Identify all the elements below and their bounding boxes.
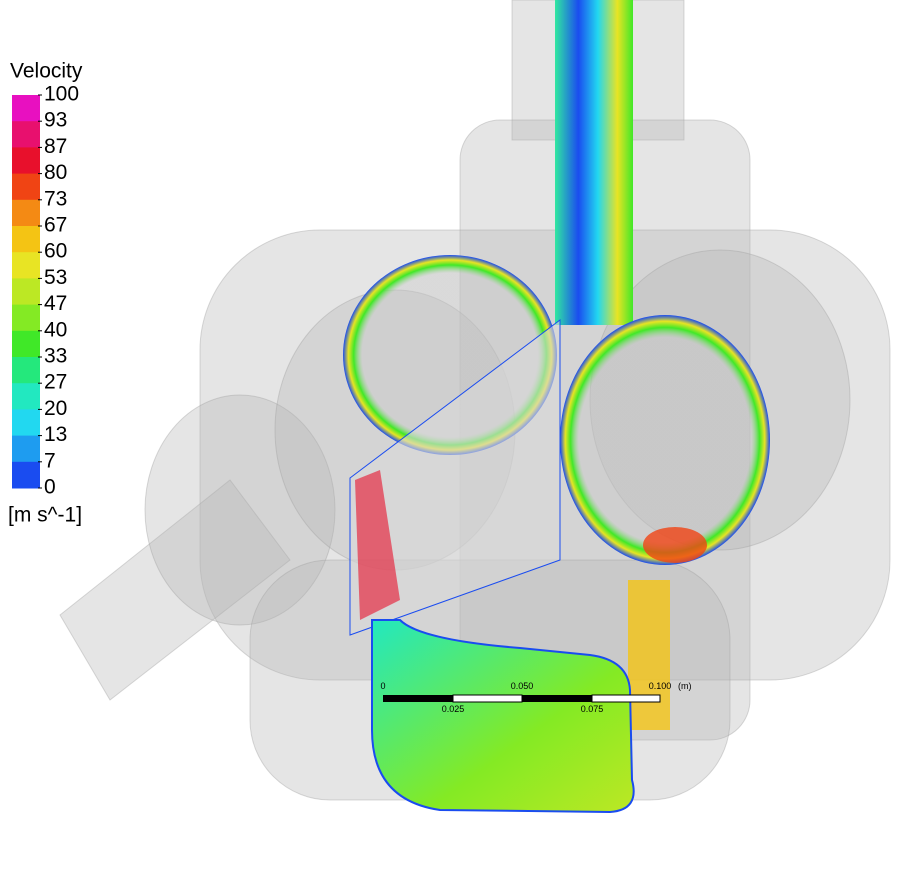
scale-label: 0.100 [649,681,672,691]
legend-label: 100 [44,83,79,106]
legend-label: 93 [44,109,67,132]
legend-label: 80 [44,161,67,184]
legend-label: 0 [44,476,56,499]
color-band [12,147,40,174]
section-right [560,315,770,565]
scale-segment [383,695,453,702]
color-band [12,121,40,148]
color-band [12,436,40,463]
legend-label: 27 [44,371,67,394]
scale-label: 0 [380,681,385,691]
legend-title: Velocity [10,60,83,83]
color-band [12,462,40,489]
legend-unit: [m s^-1] [8,504,82,527]
hotspot [643,527,707,563]
page: Velocity 100 93 87 80 73 67 60 53 47 40 33 27 20 13 7 0… [0,0,902,880]
legend-label: 53 [44,266,67,289]
outlet-wall [628,580,670,730]
scale-label: 0.050 [511,681,534,691]
color-band [12,383,40,410]
legend-label: 33 [44,345,67,368]
legend: 100 93 87 80 73 67 60 53 47 40 33 27 20 13 7 0 [12,83,79,499]
color-band [12,409,40,436]
color-band [12,226,40,253]
scale-segment [453,695,522,702]
color-band [12,331,40,358]
legend-label: 47 [44,292,67,315]
scale-segment [522,695,592,702]
legend-label: 87 [44,135,67,158]
scale-segment [592,695,660,702]
color-band [12,95,40,122]
scale-label: 0.025 [442,704,465,714]
color-band [12,278,40,305]
legend-label: 40 [44,318,67,341]
legend-label: 73 [44,187,67,210]
color-band [12,174,40,201]
legend-label: 67 [44,214,67,237]
legend-label: 13 [44,423,67,446]
legend-label: 20 [44,397,67,420]
color-band [12,357,40,384]
scale-label: 0.075 [581,704,604,714]
color-band [12,252,40,279]
viewport: Velocity 100 93 87 80 73 67 60 53 47 40 33 27 20 13 7 0… [0,0,902,880]
scale-unit: (m) [678,681,692,691]
legend-label: 7 [44,449,56,472]
inlet-contour [555,0,633,325]
color-band [12,305,40,332]
legend-label: 60 [44,240,67,263]
color-band [12,200,40,227]
